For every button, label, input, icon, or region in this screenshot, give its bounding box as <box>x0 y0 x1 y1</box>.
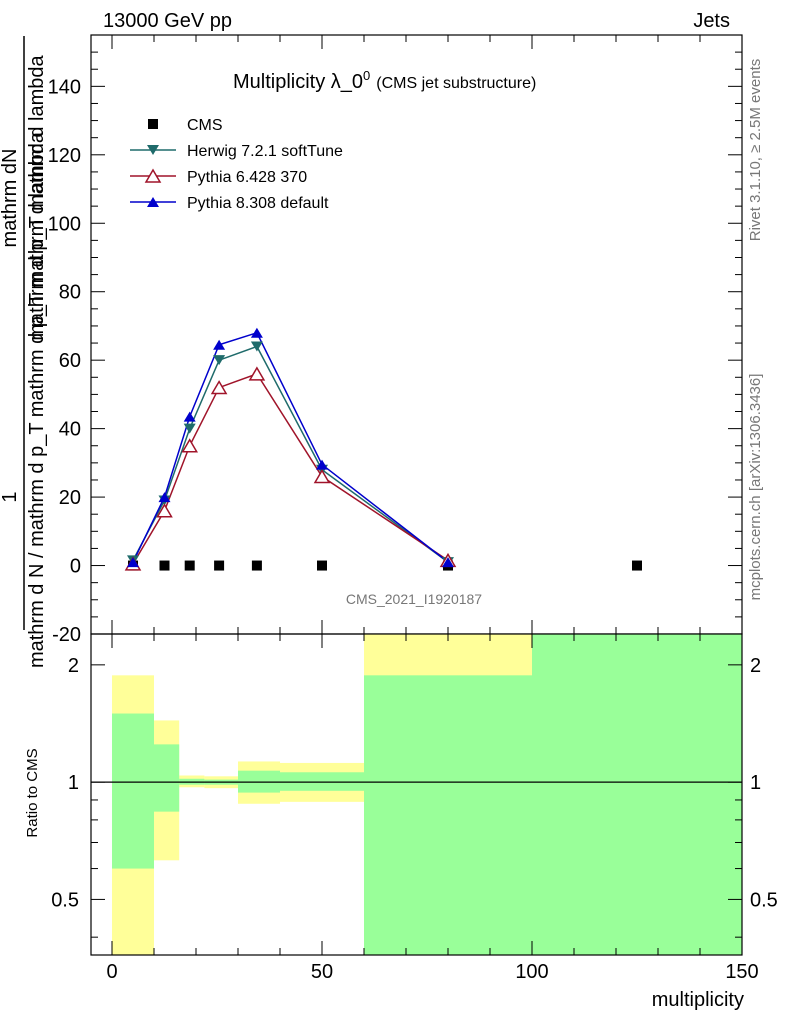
ratio-y-tick-label-left: 1 <box>68 772 79 794</box>
y-tick-label: 0 <box>70 556 81 578</box>
data-point-pythia8 <box>183 411 196 422</box>
ylabel-denominator: mathrm d N / mathrm d p_T mathrm d p_T m… <box>26 131 48 668</box>
ylabel-numerator: 1 <box>0 491 21 502</box>
data-point-pythia6 <box>248 366 266 381</box>
y-axis-label-top: 1 mathrm dN mathrm d p_T mathrm d lambda… <box>0 36 48 668</box>
ratio-band-green <box>532 634 742 955</box>
x-tick-label: 150 <box>725 961 758 983</box>
y-tick-label: 100 <box>48 213 81 235</box>
main-title-superscript: 0 <box>363 68 370 83</box>
legend-entry-pythia8: Pythia 8.308 default <box>130 195 329 212</box>
ratio-y-label: Ratio to CMS <box>24 748 41 837</box>
legend-entry-herwig: Herwig 7.2.1 softTune <box>130 143 343 160</box>
data-point-pythia8 <box>158 492 171 503</box>
data-point-pythia8 <box>127 557 139 568</box>
y-tick-label: 120 <box>48 145 81 167</box>
data-point-cms <box>184 560 195 571</box>
main-title-subtitle: (CMS jet substructure) <box>376 75 536 92</box>
data-point-herwig <box>213 355 226 366</box>
top-panel-markers <box>124 327 642 571</box>
ratio-y-tick-label-right: 2 <box>750 655 761 677</box>
legend-entry-pythia6: Pythia 6.428 370 <box>130 168 307 186</box>
data-point-pythia6 <box>210 380 228 395</box>
data-point-herwig <box>250 341 263 352</box>
data-point-pythia8 <box>316 459 328 470</box>
side-text-bottom: mcplots.cern.ch [arXiv:1306.3436] <box>747 374 764 601</box>
legend-label-pythia6: Pythia 6.428 370 <box>187 169 307 186</box>
legend-marker-cms <box>148 119 158 129</box>
ratio-y-tick-label-right: 0.5 <box>750 889 778 911</box>
ratio-band-green <box>112 713 154 869</box>
data-point-pythia6 <box>156 503 173 518</box>
data-point-pythia8 <box>250 327 263 338</box>
ylabel-fraction-bottom: mathrm d p_T mathrm d lambda <box>26 54 48 340</box>
y-tick-label: 60 <box>59 350 81 372</box>
svg-text:Multiplicity λ_00(CMS jet subs: Multiplicity λ_00 (CMS jet substructure) <box>233 68 536 93</box>
data-point-pythia8 <box>213 339 226 350</box>
legend-marker-herwig <box>147 145 159 155</box>
y-tick-label: -20 <box>52 624 81 646</box>
data-point-cms <box>159 560 170 571</box>
x-axis-label: multiplicity <box>652 989 744 1011</box>
data-point-pythia6 <box>313 469 331 484</box>
header-right: Jets <box>693 10 730 32</box>
header-left: 13000 GeV pp <box>103 10 232 32</box>
y-tick-label: 20 <box>59 487 81 509</box>
side-text-top: Rivet 3.1.10, ≥ 2.5M events <box>747 59 764 242</box>
watermark: CMS_2021_I1920187 <box>346 591 482 607</box>
ratio-band-green <box>364 675 532 955</box>
legend-marker-pythia8 <box>147 197 159 207</box>
legend-label-herwig: Herwig 7.2.1 softTune <box>187 143 343 160</box>
y-tick-label: 80 <box>59 282 81 304</box>
data-point-cms <box>632 560 642 571</box>
ratio-y-tick-label-left: 2 <box>68 655 79 677</box>
data-point-pythia8 <box>442 557 454 568</box>
x-tick-label: 100 <box>515 961 548 983</box>
ylabel-fraction-top: mathrm dN <box>0 149 21 248</box>
y-tick-label: 140 <box>48 76 81 98</box>
x-tick-label: 50 <box>311 961 333 983</box>
main-title-text: Multiplicity λ_0 <box>233 71 363 93</box>
y-tick-label: 40 <box>59 419 81 441</box>
ratio-panel-frame <box>90 633 743 956</box>
ratio-bands <box>112 634 742 955</box>
data-point-cms <box>214 560 225 571</box>
x-tick-label: 0 <box>106 961 117 983</box>
top-panel-series <box>132 331 449 565</box>
ratio-y-tick-label-left: 0.5 <box>51 889 79 911</box>
legend-label-pythia8: Pythia 8.308 default <box>187 195 329 212</box>
legend-label-cms: CMS <box>187 117 223 134</box>
ratio-y-tick-label-right: 1 <box>750 772 761 794</box>
data-point-herwig <box>183 423 196 434</box>
legend-marker-pythia6 <box>144 168 162 183</box>
data-point-cms <box>317 560 327 571</box>
data-point-cms <box>251 560 262 571</box>
legend-entry-cms: CMS <box>148 117 223 134</box>
ratio-band-green <box>154 744 180 812</box>
legend: CMS Herwig 7.2.1 softTune Pythia 6.428 3… <box>130 117 343 212</box>
main-title: Multiplicity λ_00 (CMS jet substructure) <box>233 68 536 93</box>
data-point-pythia6 <box>181 438 199 453</box>
